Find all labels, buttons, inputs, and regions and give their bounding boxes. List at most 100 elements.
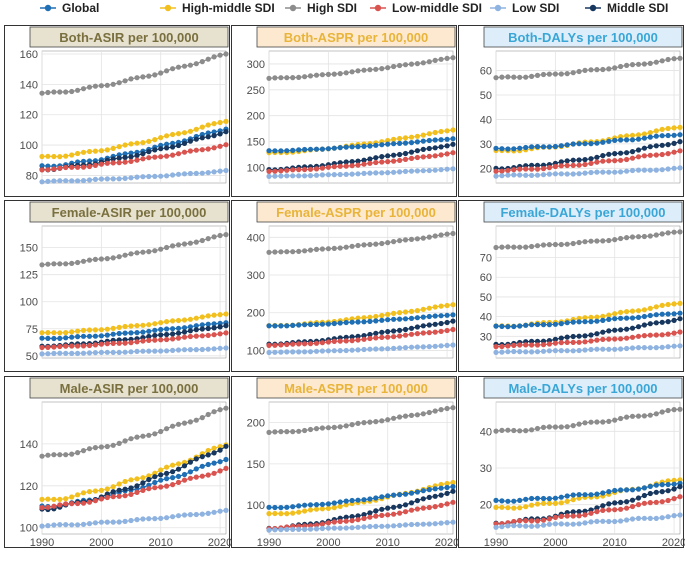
data-point bbox=[278, 148, 284, 154]
data-point bbox=[349, 159, 355, 165]
data-point bbox=[199, 326, 205, 332]
data-point bbox=[211, 234, 217, 240]
data-point bbox=[104, 82, 110, 88]
data-point bbox=[104, 341, 110, 347]
data-point bbox=[181, 130, 188, 136]
data-point bbox=[391, 239, 397, 245]
data-point bbox=[170, 469, 176, 475]
data-point bbox=[367, 335, 373, 342]
data-point bbox=[272, 342, 278, 348]
data-point bbox=[349, 144, 355, 150]
data-point bbox=[170, 347, 176, 353]
data-point bbox=[199, 454, 205, 460]
data-point bbox=[444, 501, 450, 507]
data-point bbox=[331, 245, 337, 251]
data-point bbox=[110, 489, 116, 495]
data-point bbox=[343, 163, 349, 169]
data-point bbox=[653, 320, 659, 326]
data-point bbox=[80, 327, 87, 333]
data-point bbox=[576, 509, 582, 515]
data-point bbox=[181, 512, 188, 518]
data-point bbox=[331, 172, 337, 178]
data-point bbox=[211, 133, 217, 139]
data-point bbox=[647, 483, 653, 489]
data-point bbox=[128, 251, 134, 257]
data-point bbox=[511, 323, 517, 330]
data-point bbox=[432, 321, 438, 327]
data-point bbox=[181, 241, 188, 247]
legend-item-high-middle-sdi: High-middle SDI bbox=[160, 1, 275, 15]
data-point bbox=[677, 139, 683, 145]
data-point bbox=[677, 148, 683, 154]
data-point bbox=[187, 128, 193, 134]
data-point bbox=[665, 142, 671, 148]
data-point bbox=[98, 349, 104, 355]
data-point bbox=[187, 328, 193, 334]
data-point bbox=[641, 313, 648, 320]
data-point bbox=[564, 493, 570, 499]
data-point bbox=[199, 124, 205, 130]
data-point bbox=[659, 482, 665, 488]
data-point bbox=[402, 168, 409, 174]
panel-title: Female-ASIR per 100,000 bbox=[52, 205, 207, 220]
data-point bbox=[432, 153, 438, 159]
data-point bbox=[529, 342, 535, 348]
data-point bbox=[414, 331, 420, 337]
data-point bbox=[193, 61, 199, 67]
data-point bbox=[647, 500, 653, 506]
data-point bbox=[164, 244, 170, 251]
data-point bbox=[367, 318, 373, 324]
data-point bbox=[39, 335, 45, 341]
data-point bbox=[534, 518, 541, 524]
data-point bbox=[140, 322, 146, 328]
data-point bbox=[629, 503, 636, 510]
data-point bbox=[629, 413, 636, 419]
data-point bbox=[75, 328, 81, 334]
data-point bbox=[170, 243, 176, 249]
data-point bbox=[164, 476, 170, 482]
data-point bbox=[217, 508, 223, 514]
data-point bbox=[493, 244, 499, 251]
data-point bbox=[116, 324, 122, 330]
data-point bbox=[552, 340, 559, 346]
data-point bbox=[146, 155, 152, 161]
data-point bbox=[653, 345, 659, 351]
data-point bbox=[355, 162, 361, 168]
data-point bbox=[349, 338, 355, 344]
data-point bbox=[134, 339, 140, 345]
data-point bbox=[444, 312, 450, 318]
data-point bbox=[397, 151, 403, 158]
data-point bbox=[546, 322, 553, 328]
data-point bbox=[612, 158, 618, 164]
legend-label: Global bbox=[62, 1, 99, 15]
data-point bbox=[420, 488, 426, 494]
data-point bbox=[505, 498, 511, 504]
data-point bbox=[665, 488, 671, 494]
data-point bbox=[546, 348, 553, 354]
data-point bbox=[343, 70, 349, 76]
data-point bbox=[205, 122, 211, 128]
data-point bbox=[570, 509, 576, 515]
data-point bbox=[325, 348, 331, 354]
data-point bbox=[653, 515, 659, 522]
data-point bbox=[69, 343, 75, 349]
data-point bbox=[337, 424, 343, 430]
series-low-sdi bbox=[266, 519, 456, 533]
data-point bbox=[170, 475, 176, 481]
data-point bbox=[122, 151, 128, 157]
data-point bbox=[164, 153, 170, 159]
data-point bbox=[397, 345, 403, 351]
data-point bbox=[444, 55, 450, 62]
data-point bbox=[493, 344, 499, 350]
data-point bbox=[140, 480, 146, 486]
data-point bbox=[313, 246, 320, 252]
data-point bbox=[653, 152, 659, 158]
data-point bbox=[187, 138, 193, 144]
data-point bbox=[284, 249, 290, 255]
data-point bbox=[588, 338, 594, 344]
data-point bbox=[325, 505, 331, 511]
data-point bbox=[284, 526, 290, 533]
data-point bbox=[343, 319, 349, 326]
data-point bbox=[355, 337, 361, 343]
